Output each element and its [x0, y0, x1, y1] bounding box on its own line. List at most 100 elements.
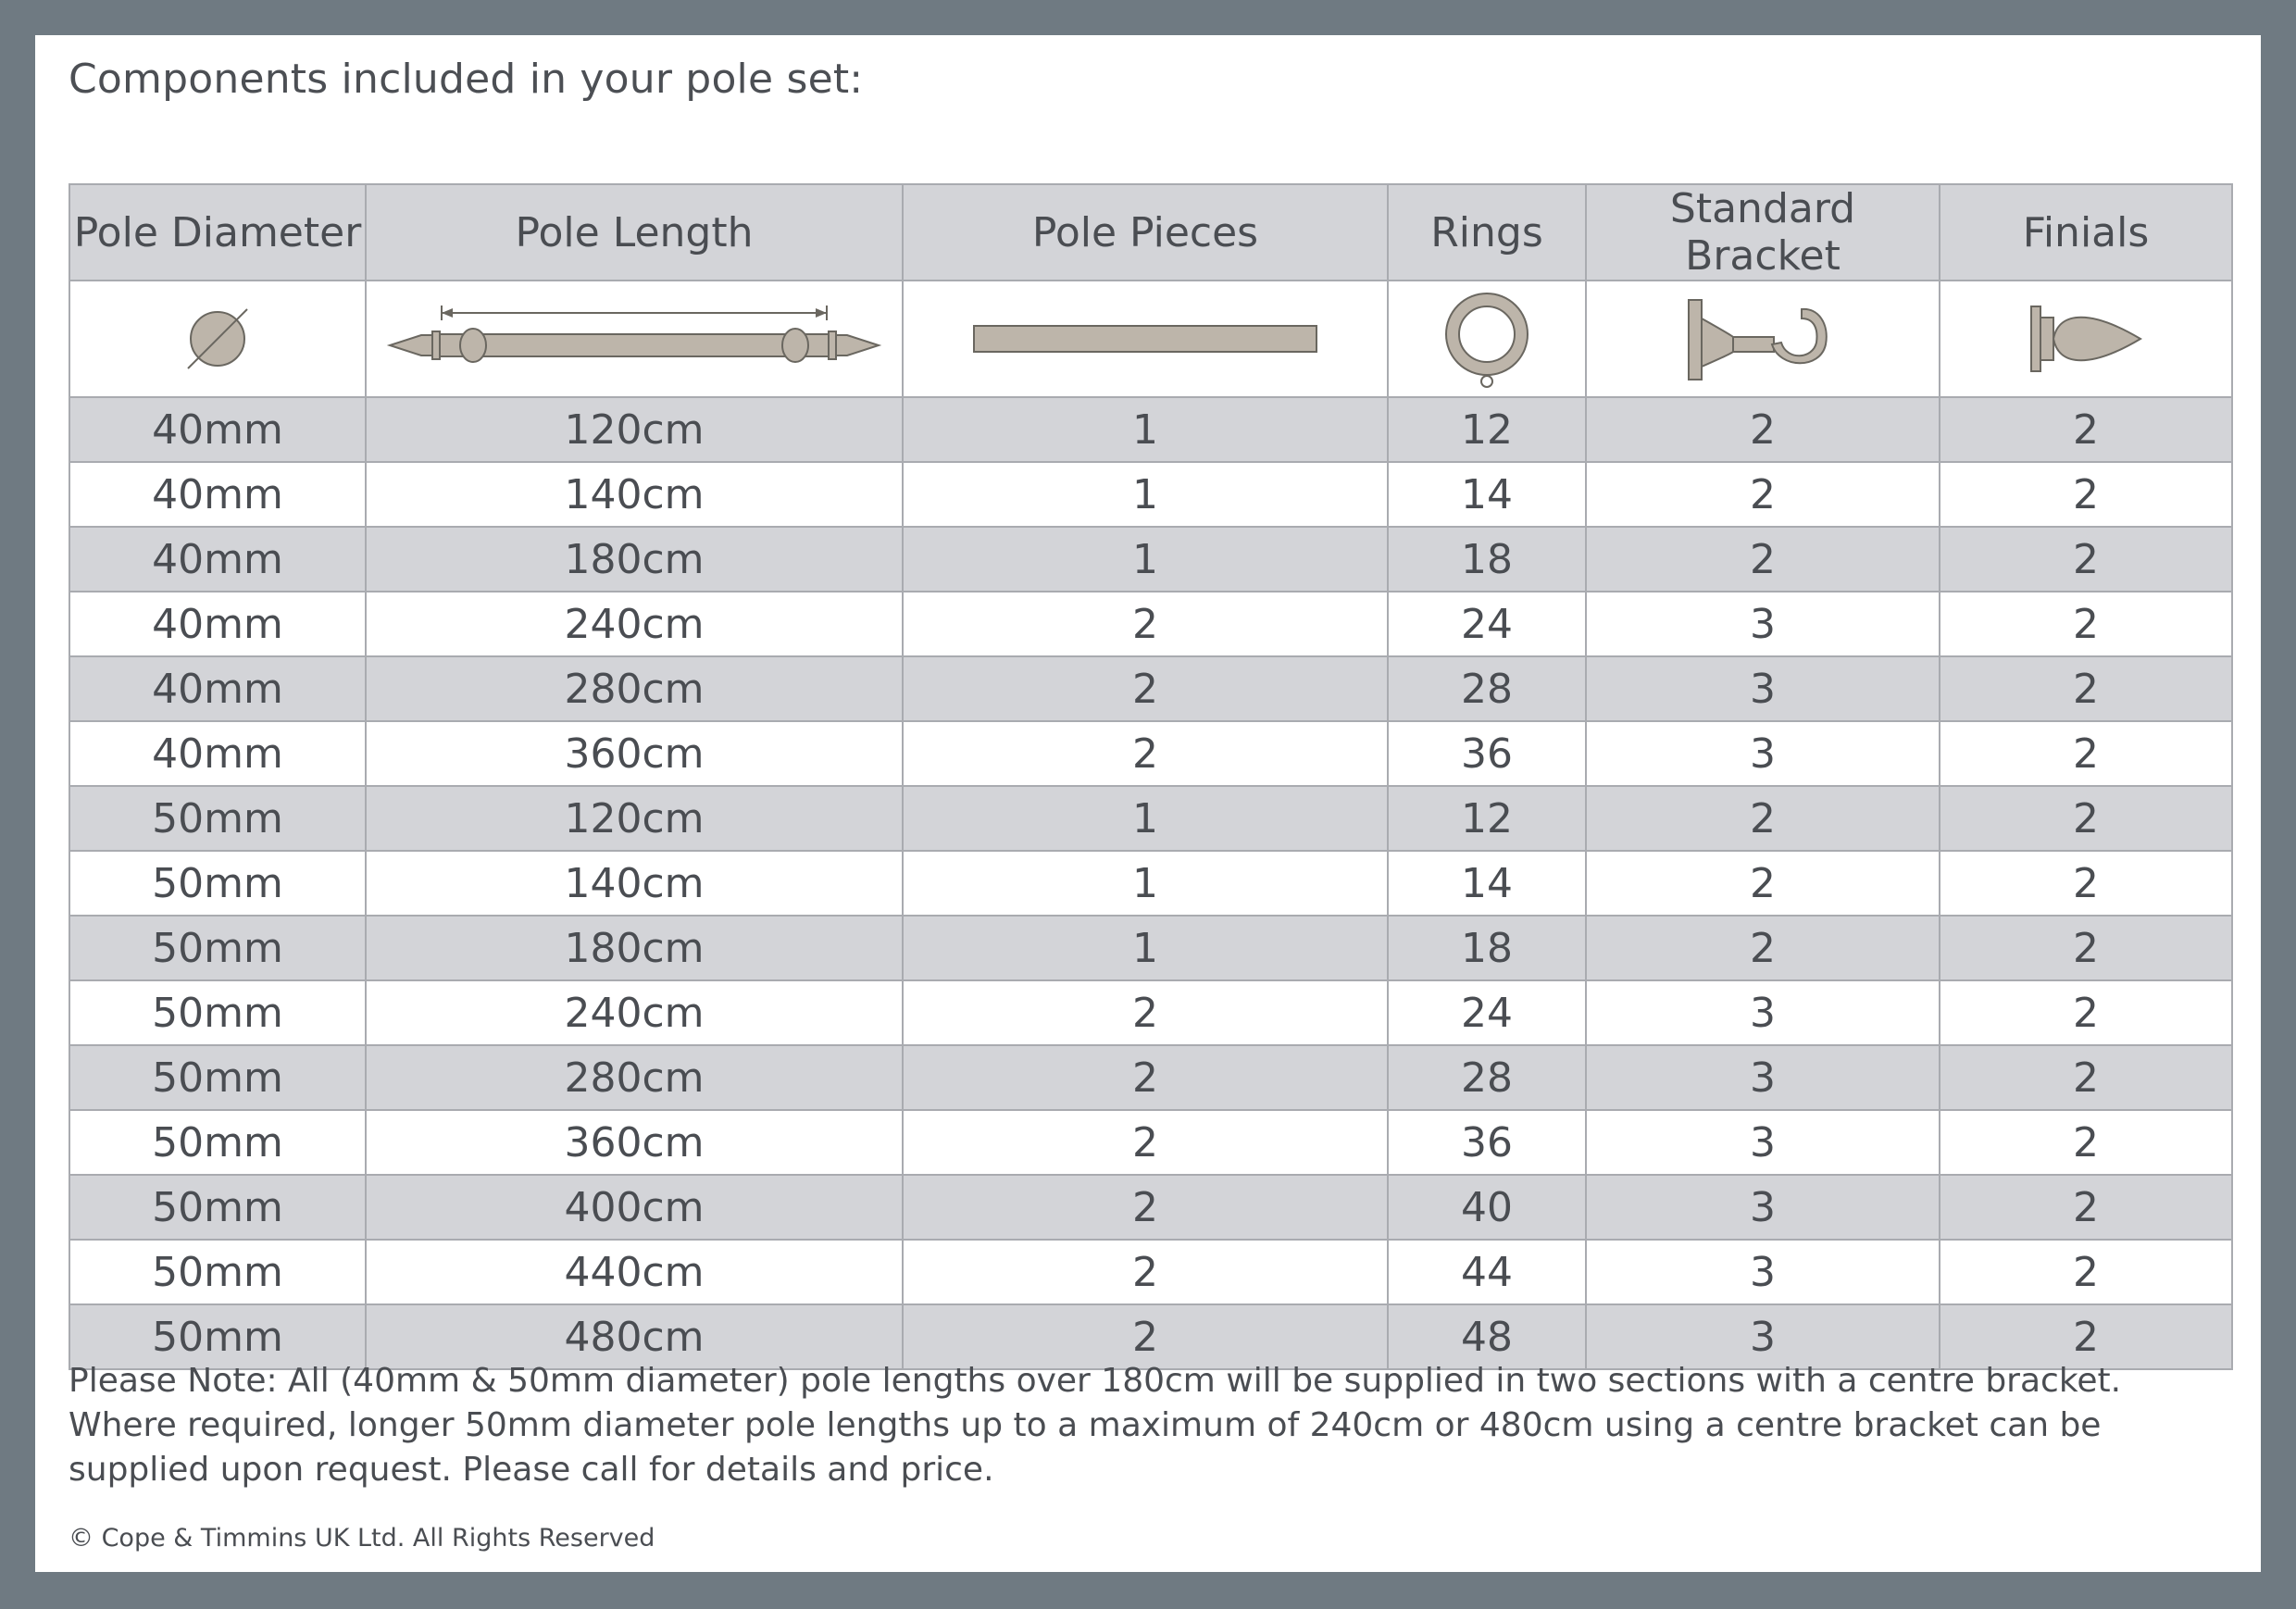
cell-pole-diameter: 40mm — [69, 396, 367, 463]
cell-standard-bracket: 2 — [1585, 850, 1940, 917]
cell-standard-bracket: 2 — [1585, 396, 1940, 463]
cell-standard-bracket: 3 — [1585, 979, 1940, 1046]
cell-finials: 2 — [1939, 785, 2233, 852]
column-header-standard-bracket: Standard Bracket — [1585, 183, 1940, 281]
cell-standard-bracket: 2 — [1585, 461, 1940, 528]
cell-pole-diameter: 40mm — [69, 526, 367, 592]
table-row: 50mm 440cm 2 44 3 2 — [69, 1239, 2233, 1305]
cell-finials: 2 — [1939, 850, 2233, 917]
cell-pole-diameter: 40mm — [69, 655, 367, 722]
table-row: 40mm 240cm 2 24 3 2 — [69, 591, 2233, 657]
cell-rings: 36 — [1387, 720, 1587, 787]
cell-finials: 2 — [1939, 591, 2233, 657]
cell-rings: 40 — [1387, 1174, 1587, 1241]
cell-pole-diameter: 50mm — [69, 785, 367, 852]
components-table: Pole Diameter Pole Length Pole Pieces Ri… — [69, 183, 2233, 1370]
cell-pole-diameter: 50mm — [69, 850, 367, 917]
cell-pole-pieces: 1 — [902, 526, 1389, 592]
cell-pole-length: 140cm — [365, 850, 904, 917]
table-header-row: Pole Diameter Pole Length Pole Pieces Ri… — [69, 183, 2233, 281]
cell-standard-bracket: 2 — [1585, 915, 1940, 981]
cell-finials: 2 — [1939, 396, 2233, 463]
cell-pole-pieces: 1 — [902, 396, 1389, 463]
pole-length-icon-cell — [365, 280, 904, 398]
please-note-text: Please Note: All (40mm & 50mm diameter) … — [69, 1362, 2122, 1489]
cell-pole-length: 400cm — [365, 1174, 904, 1241]
copyright-text: © Cope & Timmins UK Ltd. All Rights Rese… — [69, 1524, 655, 1553]
cell-pole-length: 240cm — [365, 591, 904, 657]
pole-length-icon — [386, 306, 882, 363]
cell-pole-pieces: 2 — [902, 1044, 1389, 1111]
cell-rings: 14 — [1387, 461, 1587, 528]
cell-rings: 28 — [1387, 1044, 1587, 1111]
pole-diameter-icon — [187, 308, 248, 369]
cell-pole-length: 140cm — [365, 461, 904, 528]
cell-pole-diameter: 50mm — [69, 1109, 367, 1176]
table-row: 50mm 120cm 1 12 2 2 — [69, 785, 2233, 852]
cell-pole-diameter: 50mm — [69, 1239, 367, 1305]
cell-rings: 14 — [1387, 850, 1587, 917]
cell-pole-pieces: 2 — [902, 1174, 1389, 1241]
cell-standard-bracket: 3 — [1585, 1239, 1940, 1305]
cell-pole-diameter: 50mm — [69, 1303, 367, 1370]
cell-pole-diameter: 40mm — [69, 720, 367, 787]
cell-pole-length: 440cm — [365, 1239, 904, 1305]
cell-rings: 24 — [1387, 591, 1587, 657]
pole-piece-icon — [973, 325, 1317, 353]
cell-pole-diameter: 40mm — [69, 461, 367, 528]
cell-finials: 2 — [1939, 1239, 2233, 1305]
cell-pole-diameter: 40mm — [69, 591, 367, 657]
cell-rings: 12 — [1387, 785, 1587, 852]
cell-finials: 2 — [1939, 1109, 2233, 1176]
cell-pole-diameter: 50mm — [69, 1174, 367, 1241]
icon-row — [69, 280, 2233, 398]
cell-standard-bracket: 3 — [1585, 1174, 1940, 1241]
cell-standard-bracket: 3 — [1585, 1109, 1940, 1176]
cell-standard-bracket: 3 — [1585, 655, 1940, 722]
cell-rings: 18 — [1387, 915, 1587, 981]
cell-rings: 12 — [1387, 396, 1587, 463]
cell-pole-pieces: 2 — [902, 979, 1389, 1046]
cell-pole-length: 280cm — [365, 1044, 904, 1111]
bracket-icon-cell — [1585, 280, 1940, 398]
cell-finials: 2 — [1939, 1044, 2233, 1111]
table-row: 50mm 280cm 2 28 3 2 — [69, 1044, 2233, 1111]
cell-pole-pieces: 2 — [902, 591, 1389, 657]
cell-rings: 18 — [1387, 526, 1587, 592]
table-row: 40mm 180cm 1 18 2 2 — [69, 526, 2233, 592]
column-header-rings: Rings — [1387, 183, 1587, 281]
table-row: 50mm 180cm 1 18 2 2 — [69, 915, 2233, 981]
column-header-pole-diameter: Pole Diameter — [69, 183, 367, 281]
finial-icon — [2030, 306, 2142, 372]
table-body: 40mm 120cm 1 12 2 2 40mm 140cm 1 14 2 2 40mm 180cm 1 18… — [69, 396, 2233, 1370]
cell-standard-bracket: 3 — [1585, 1044, 1940, 1111]
cell-finials: 2 — [1939, 1303, 2233, 1370]
pole-diameter-icon-cell — [69, 280, 367, 398]
table-row: 40mm 280cm 2 28 3 2 — [69, 655, 2233, 722]
cell-rings: 48 — [1387, 1303, 1587, 1370]
column-header-pole-pieces: Pole Pieces — [902, 183, 1389, 281]
cell-finials: 2 — [1939, 915, 2233, 981]
cell-pole-length: 480cm — [365, 1303, 904, 1370]
cell-rings: 36 — [1387, 1109, 1587, 1176]
pole-piece-icon-cell — [902, 280, 1389, 398]
cell-standard-bracket: 2 — [1585, 526, 1940, 592]
cell-finials: 2 — [1939, 720, 2233, 787]
cell-pole-pieces: 1 — [902, 785, 1389, 852]
cell-pole-length: 180cm — [365, 526, 904, 592]
cell-standard-bracket: 3 — [1585, 720, 1940, 787]
table-row: 50mm 400cm 2 40 3 2 — [69, 1174, 2233, 1241]
spec-sheet: Components included in your pole set: Po… — [35, 35, 2261, 1572]
cell-pole-diameter: 50mm — [69, 915, 367, 981]
cell-pole-length: 280cm — [365, 655, 904, 722]
finial-icon-cell — [1939, 280, 2233, 398]
cell-pole-length: 360cm — [365, 1109, 904, 1176]
cell-finials: 2 — [1939, 655, 2233, 722]
cell-pole-length: 120cm — [365, 396, 904, 463]
ring-icon — [1445, 293, 1529, 388]
ring-icon-cell — [1387, 280, 1587, 398]
cell-rings: 44 — [1387, 1239, 1587, 1305]
cell-pole-pieces: 2 — [902, 1239, 1389, 1305]
cell-pole-pieces: 2 — [902, 655, 1389, 722]
cell-pole-diameter: 50mm — [69, 1044, 367, 1111]
